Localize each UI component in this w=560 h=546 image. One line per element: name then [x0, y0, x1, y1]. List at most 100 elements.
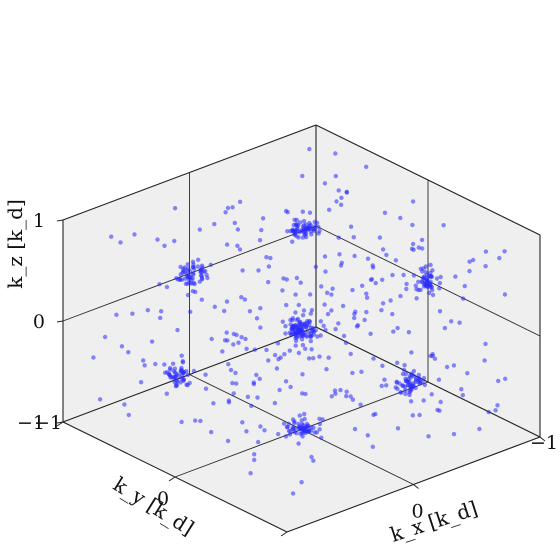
scatter-point	[465, 371, 470, 376]
cluster-point-minus-y	[199, 263, 205, 268]
scatter-point	[109, 234, 114, 239]
scatter-point	[416, 245, 421, 250]
cluster-point-minus-y	[183, 281, 189, 286]
scatter-point	[157, 282, 162, 287]
cluster-point-plusminus-y	[408, 399, 414, 404]
scatter-point	[483, 264, 488, 269]
cluster-point-plusminus-x	[179, 367, 184, 372]
cluster-point-plusminus-y	[407, 392, 412, 398]
cluster-point-minus-y	[180, 270, 185, 275]
scatter-point	[300, 173, 305, 179]
scatter-point	[225, 205, 231, 211]
scatter-point	[231, 331, 236, 337]
cluster-point-minus-x	[434, 276, 440, 281]
scatter-point	[313, 264, 318, 269]
scatter-point	[362, 317, 367, 323]
scatter-point	[122, 402, 127, 407]
scatter-point	[257, 376, 262, 381]
cluster-point-center	[303, 333, 308, 338]
scatter-point	[299, 480, 304, 485]
scatter-point	[329, 292, 334, 297]
cluster-point-center	[294, 317, 299, 323]
scatter-point	[344, 389, 349, 394]
scatter-point	[259, 227, 264, 233]
scatter-point	[307, 210, 313, 215]
cluster-point-plusminus-y	[411, 381, 416, 386]
cluster-point-plusminus-y	[413, 385, 418, 391]
scatter-point	[248, 471, 253, 476]
cluster-point-plusminus-y	[407, 379, 412, 385]
scatter-point	[453, 274, 458, 279]
scatter-point	[309, 454, 314, 460]
scatter-point	[409, 350, 414, 355]
scatter-point	[336, 321, 341, 326]
scatter-point	[266, 264, 272, 269]
scatter-point	[373, 280, 378, 286]
scatter-point	[277, 387, 282, 393]
cluster-point-minus-x	[421, 284, 427, 289]
cluster-point-plusminus-x	[167, 365, 173, 371]
scatter-point	[371, 412, 376, 417]
scatter-point	[391, 329, 396, 334]
cluster-point-minus-z	[281, 421, 287, 426]
scatter-point	[251, 381, 257, 387]
cluster-point-minus-z	[312, 430, 317, 435]
x-tick-label: 0	[411, 501, 423, 523]
cluster-point-minus-z	[317, 421, 323, 427]
scatter-point	[348, 224, 354, 229]
scatter-point	[145, 308, 150, 313]
scatter-point	[336, 188, 341, 193]
scatter-point	[258, 306, 263, 311]
scatter-point	[258, 325, 263, 330]
scatter-point	[364, 309, 369, 315]
cluster-point-plusminus-z	[285, 229, 290, 234]
cluster-point-center	[307, 318, 312, 324]
scatter-point	[334, 199, 339, 204]
cluster-point-minus-y	[203, 269, 208, 274]
scatter-point	[337, 252, 342, 257]
scatter-point	[266, 358, 271, 363]
scatter-point	[252, 457, 257, 463]
scatter-point	[502, 292, 508, 297]
scatter-point	[175, 327, 180, 333]
data-points	[91, 146, 508, 496]
scatter-point	[382, 210, 388, 215]
scatter-point	[449, 319, 454, 324]
z-tick-mark	[56, 320, 64, 323]
scatter-point	[290, 239, 295, 244]
cluster-point-minus-y	[196, 257, 201, 262]
scatter-point	[309, 308, 315, 313]
scatter-point	[421, 398, 426, 403]
cluster-point-plusminus-z	[307, 220, 312, 226]
scatter-point	[333, 173, 338, 179]
scatter-point	[281, 276, 286, 281]
scatter-point	[266, 279, 271, 285]
cluster-point-minus-z	[290, 417, 296, 422]
scatter-point	[380, 247, 386, 252]
x-axis-label: k_x [k_d]	[387, 496, 480, 546]
scatter-point	[97, 397, 103, 402]
cluster-point-plusminus-x	[162, 362, 167, 367]
scatter-point	[130, 311, 135, 316]
cluster-point-center	[288, 322, 293, 327]
cluster-point-minus-z	[302, 416, 307, 422]
cluster-point-center	[300, 313, 306, 318]
scatter-point	[323, 269, 328, 274]
scatter-point	[364, 295, 370, 300]
scatter-point	[410, 241, 416, 247]
scatter-point	[247, 309, 253, 314]
x-tick-mark	[413, 484, 419, 489]
frame-top-left	[62, 124, 317, 221]
cluster-point-minus-x	[424, 272, 430, 277]
cluster-point-plusminus-y	[421, 375, 427, 381]
scatter-point	[316, 224, 321, 230]
scatter-point	[471, 257, 476, 263]
scatter-point	[264, 347, 269, 353]
cluster-point-plusminus-z	[288, 228, 293, 234]
scatter-point	[283, 331, 288, 336]
scatter-point	[212, 304, 217, 309]
cluster-point-minus-z	[302, 411, 307, 417]
scatter-point	[159, 309, 164, 314]
scatter-point	[384, 252, 389, 258]
y-tick-label: 1	[269, 543, 281, 546]
